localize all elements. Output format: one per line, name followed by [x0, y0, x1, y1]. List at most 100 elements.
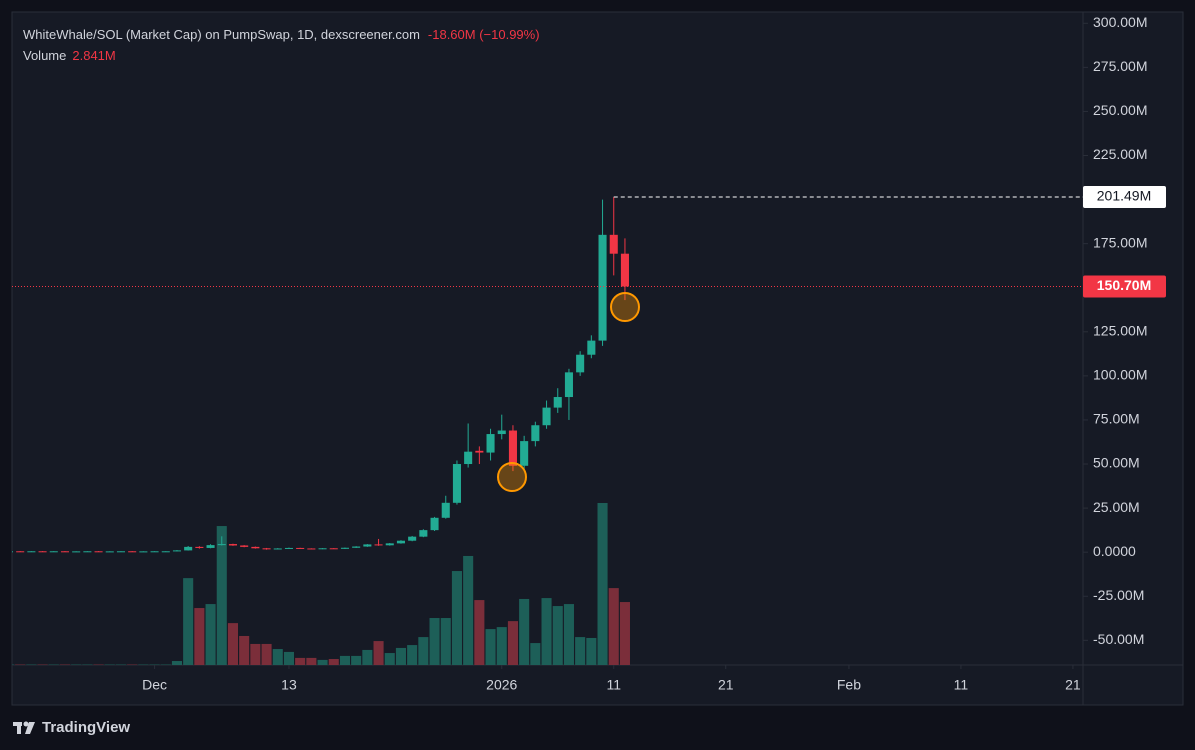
volume-bar — [485, 629, 496, 665]
candle-body — [72, 551, 81, 553]
candle-body — [441, 502, 450, 518]
chart-frame — [11, 11, 1184, 706]
volume-bar — [440, 618, 451, 665]
candle-body — [385, 543, 394, 546]
y-tick-label: -25.00M — [1093, 587, 1144, 603]
volume-bar — [608, 588, 619, 665]
candle-body — [184, 546, 193, 551]
candle-body — [307, 548, 316, 550]
volume-bar — [519, 598, 530, 665]
y-tick-label: 75.00M — [1093, 411, 1140, 427]
x-tick-label: 11 — [606, 677, 621, 693]
candle-body — [464, 451, 473, 465]
highlight-circle — [610, 292, 640, 322]
candle-body — [620, 253, 629, 287]
volume-bar — [384, 653, 395, 665]
x-tick-label: 11 — [954, 677, 969, 693]
candle-body — [12, 551, 14, 553]
candle-body — [284, 547, 293, 549]
candle-body — [329, 548, 338, 550]
volume-bar — [216, 526, 227, 665]
highlight-circle — [497, 462, 527, 492]
candle-body — [172, 550, 181, 552]
volume-bar — [530, 643, 541, 665]
y-tick-label: 25.00M — [1093, 499, 1140, 515]
x-tick-label: 13 — [281, 677, 297, 693]
candle-body — [150, 551, 159, 553]
volume-bar — [619, 602, 630, 665]
legend: WhiteWhale/SOL (Market Cap) on PumpSwap,… — [23, 24, 540, 66]
high-box — [1083, 185, 1166, 208]
volume-bar — [507, 621, 518, 665]
candle-body — [542, 407, 551, 426]
candle-body — [105, 551, 114, 553]
volume-bar — [351, 655, 362, 665]
candle-body — [374, 544, 383, 546]
candle-body — [318, 548, 327, 550]
candle-body — [564, 372, 573, 398]
change-label: -18.60M (−10.99%) — [427, 27, 540, 42]
candle-body — [475, 450, 484, 453]
candle-body — [251, 546, 260, 549]
last-price-label: 150.70M — [1097, 277, 1151, 293]
candle-body — [240, 545, 249, 547]
candle-body — [60, 551, 70, 553]
volume-bar — [171, 661, 183, 665]
volume-bar — [194, 608, 205, 665]
volume-bar — [328, 659, 339, 665]
candle-body — [206, 545, 215, 548]
volume-bar — [395, 647, 406, 665]
x-tick-label: 21 — [1065, 677, 1081, 693]
volume-bar — [205, 604, 216, 665]
candle-body — [520, 441, 529, 466]
candle-body — [576, 354, 585, 373]
volume-bar — [463, 555, 474, 665]
x-tick-label: 21 — [718, 677, 734, 693]
candle-body — [419, 530, 428, 537]
candle-body — [27, 551, 36, 553]
y-tick-label: 225.00M — [1093, 146, 1147, 162]
candle-body — [553, 397, 562, 408]
y-tick-label: 275.00M — [1093, 58, 1147, 74]
candle-body — [116, 551, 126, 553]
candle-body — [408, 536, 417, 541]
candle-body — [363, 544, 372, 547]
candle-body — [195, 546, 204, 548]
volume-bar — [575, 637, 586, 665]
candle-body — [217, 544, 226, 546]
y-tick-label: 250.00M — [1093, 102, 1147, 118]
volume-bar — [261, 643, 272, 665]
last-price-box — [1083, 275, 1166, 298]
y-tick-label: -50.00M — [1093, 631, 1144, 647]
candle-body — [38, 551, 47, 553]
candle-body — [430, 517, 439, 531]
candle-body — [139, 551, 148, 553]
candle-body — [94, 551, 103, 553]
candle-body — [609, 234, 618, 254]
candle-body — [587, 340, 596, 355]
candle-body — [497, 430, 506, 435]
volume-row: Volume 2.841M — [23, 45, 540, 66]
volume-bar — [418, 637, 429, 665]
candle-body — [16, 551, 25, 553]
volume-bar — [317, 659, 328, 665]
plot-area — [12, 196, 630, 665]
volume-bar — [272, 649, 283, 665]
volume-bar — [339, 655, 350, 665]
candle-body — [83, 551, 92, 553]
y-tick-label: 0.0000 — [1093, 543, 1136, 559]
high-label: 201.49M — [1097, 188, 1151, 204]
candle-body — [128, 551, 137, 553]
volume-bar — [373, 641, 384, 665]
candle-body — [452, 464, 461, 503]
candle-body — [396, 540, 405, 544]
volume-bar — [250, 643, 261, 665]
volume-bar — [407, 645, 418, 665]
candle-body — [161, 551, 170, 553]
candle-body — [531, 425, 540, 442]
candle-body — [49, 551, 58, 553]
candle-body — [486, 434, 495, 453]
volume-bar — [283, 651, 295, 665]
